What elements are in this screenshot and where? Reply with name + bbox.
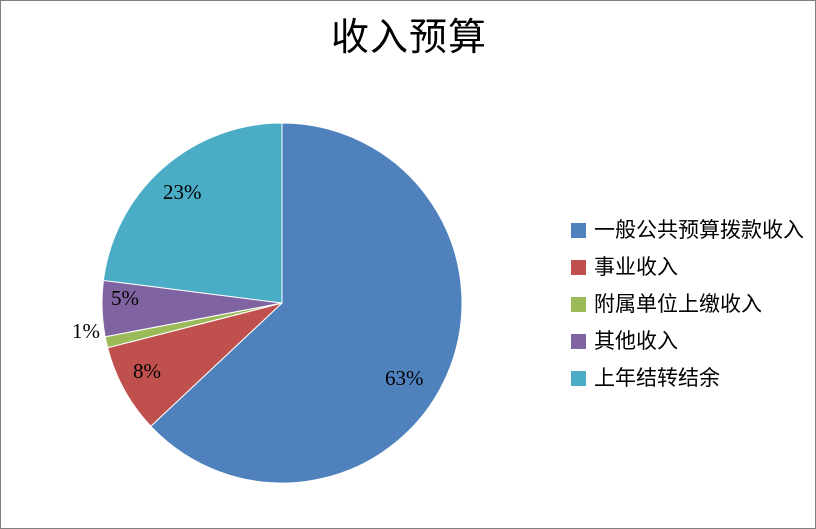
- legend-item[interactable]: 上年结转结余: [571, 360, 807, 397]
- legend-item[interactable]: 其他收入: [571, 323, 807, 360]
- legend-item-label: 附属单位上缴收入: [594, 292, 762, 316]
- chart-legend: 一般公共预算拨款收入 事业收入附属单位上缴收入 其他收入上年结转结余: [571, 212, 807, 397]
- pie-slice-group: [102, 123, 462, 483]
- legend-item-label: 一般公共预算拨款收入: [594, 218, 804, 242]
- legend-item[interactable]: 一般公共预算拨款收入: [571, 212, 807, 249]
- pie-svg: [102, 123, 462, 483]
- legend-item[interactable]: 事业收入: [571, 249, 807, 286]
- legend-item-label: 其他收入: [594, 329, 678, 353]
- pie-slice[interactable]: [150, 123, 462, 483]
- pie-slice-label: 1%: [72, 319, 100, 343]
- legend-item[interactable]: 附属单位上缴收入: [571, 286, 807, 323]
- pie-slice-label: 5%: [111, 286, 139, 310]
- legend-item-label: 事业收入: [594, 255, 678, 279]
- legend-swatch-icon: [571, 223, 586, 238]
- pie-slice-label: 63%: [385, 366, 424, 390]
- pie-slice[interactable]: [107, 302, 283, 427]
- pie-slice-label: 23%: [163, 180, 202, 204]
- legend-item-label: 上年结转结余: [594, 366, 720, 390]
- pie-plot-area: 63% 8% 1% 5% 23%: [72, 123, 462, 483]
- legend-swatch-icon: [571, 371, 586, 386]
- pie-slice-label: 8%: [133, 359, 161, 383]
- chart-title: 收入预算: [330, 17, 487, 59]
- legend-swatch-icon: [571, 334, 586, 349]
- pie-slice[interactable]: [102, 123, 283, 304]
- legend-swatch-icon: [571, 297, 586, 312]
- legend-swatch-icon: [571, 260, 586, 275]
